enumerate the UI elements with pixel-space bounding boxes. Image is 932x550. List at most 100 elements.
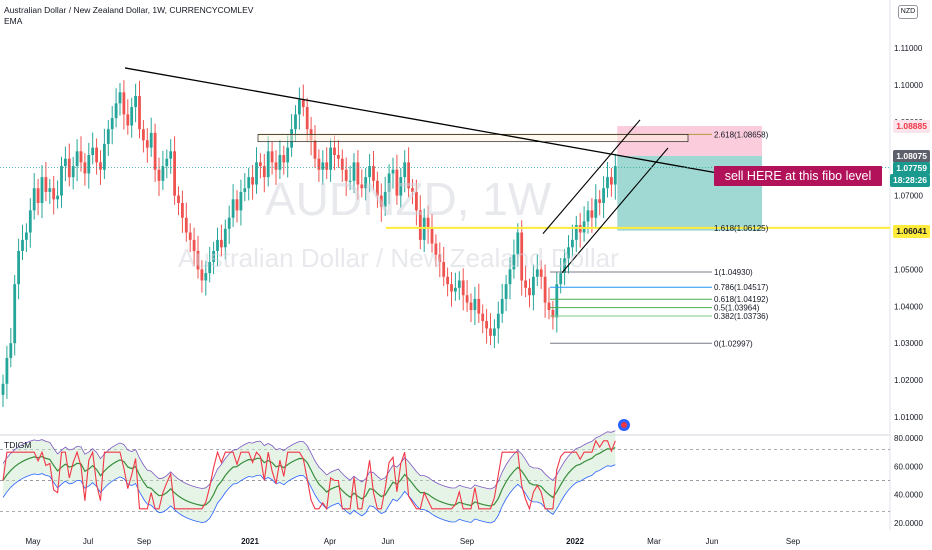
- candle-body: [606, 177, 609, 189]
- time-tick-label: Jun: [382, 537, 395, 546]
- candle-body: [383, 191, 387, 207]
- candle-body: [543, 276, 547, 303]
- drawings-layer: 2.618(1.08658) 1.618(1.06125) 1(1.04930) 0.…: [0, 67, 890, 348]
- fib-level-label: 1(1.04930): [714, 268, 753, 277]
- candle-body: [403, 162, 407, 178]
- candle-body: [153, 132, 157, 170]
- candle-body: [376, 180, 379, 196]
- candle-body: [473, 298, 477, 310]
- candle-body: [149, 132, 153, 148]
- candle-body: [387, 173, 391, 192]
- candle-body: [177, 195, 180, 203]
- indicator-label-ema[interactable]: EMA: [4, 16, 23, 26]
- candle-body: [138, 95, 141, 130]
- osc-signal-line: [2, 447, 616, 507]
- candle-body: [313, 140, 317, 159]
- currency-button[interactable]: NZD: [898, 5, 918, 19]
- candle-body: [551, 309, 555, 318]
- candle-body: [465, 295, 469, 303]
- oscillator-label[interactable]: TDIGM: [4, 440, 32, 450]
- candle-body: [454, 287, 457, 292]
- candle-body: [391, 169, 395, 174]
- candle-body: [200, 269, 204, 281]
- candle-body: [496, 313, 500, 329]
- watermark-name: Australian Dollar / New Zealand Dollar: [178, 243, 619, 273]
- candle-body: [192, 239, 196, 251]
- candle-body: [372, 166, 375, 181]
- candle-body: [477, 298, 481, 314]
- osc-band-fill: [3, 430, 616, 523]
- candle-body: [17, 250, 20, 285]
- candle-body: [528, 287, 531, 296]
- candle-body: [567, 247, 570, 259]
- candle-body: [188, 232, 192, 240]
- candle-body: [504, 284, 508, 299]
- candle-body: [446, 276, 449, 285]
- candle-body: [364, 177, 368, 189]
- candle-body: [434, 243, 438, 255]
- candle-body: [512, 254, 516, 270]
- candle-body: [106, 129, 110, 144]
- candle-body: [535, 269, 539, 277]
- candle-body: [126, 114, 130, 126]
- price-tick-label: 1.10000: [894, 81, 923, 90]
- candle-body: [602, 188, 605, 203]
- time-tick-label: 2021: [241, 537, 259, 546]
- candle-body: [520, 232, 524, 281]
- candle-body: [255, 162, 258, 185]
- candle-body: [247, 177, 251, 189]
- candle-body: [95, 147, 98, 163]
- candle-body: [173, 151, 176, 196]
- channel-upper-line: [542, 119, 641, 234]
- candle-body: [274, 162, 278, 170]
- candle-body: [142, 129, 145, 141]
- sell-note[interactable]: sell HERE at this fibo level: [714, 166, 882, 186]
- price-tick-label: 1.11000: [894, 44, 923, 53]
- osc-tick-label: 60.0000: [894, 462, 923, 471]
- candle-body: [99, 162, 102, 170]
- price-tick-label: 1.04000: [894, 302, 923, 311]
- candle-body: [227, 217, 231, 229]
- candle-body: [559, 273, 563, 285]
- time-tick-label: Jul: [83, 537, 93, 546]
- candle-body: [426, 217, 430, 229]
- candle-body: [594, 199, 598, 218]
- price-tick-label: 1.01000: [894, 413, 923, 422]
- time-tick-label: 2022: [566, 537, 584, 546]
- fib-level-label: 0(1.02997): [714, 339, 753, 348]
- candle-body: [547, 302, 551, 310]
- candle-body: [574, 225, 578, 240]
- candle-body: [134, 95, 137, 108]
- candle-body: [539, 269, 543, 277]
- candle-body: [28, 210, 32, 233]
- oscillator-layer: [0, 419, 890, 524]
- candle-body: [294, 114, 297, 130]
- candle-body: [344, 169, 348, 181]
- candle-body: [516, 232, 520, 255]
- candle-body: [352, 162, 356, 181]
- candle-body: [103, 143, 106, 170]
- candle-body: [114, 103, 118, 119]
- candle-body: [60, 166, 63, 196]
- candle-body: [79, 151, 83, 163]
- symbol-title[interactable]: Australian Dollar / New Zealand Dollar, …: [4, 5, 254, 15]
- fib-level-label: 1.618(1.06125): [714, 224, 769, 233]
- candle-body: [5, 357, 9, 384]
- price-tick-label: 1.05000: [894, 265, 923, 274]
- candle-body: [368, 166, 371, 178]
- candle-body: [493, 328, 496, 336]
- candle-body: [91, 147, 95, 156]
- candle-body: [231, 199, 235, 218]
- candle-body: [450, 284, 453, 292]
- candle-body: [122, 92, 126, 115]
- price-tag-last: 1.07759: [893, 161, 930, 175]
- candle-body: [333, 147, 336, 156]
- candle-body: [262, 166, 266, 178]
- candle-body: [571, 239, 574, 248]
- candle-body: [145, 140, 149, 148]
- price-tag-countdown: 18:28:26: [889, 173, 930, 187]
- time-tick-label: May: [25, 537, 40, 546]
- descending-trendline: [124, 67, 715, 173]
- candle-body: [243, 188, 247, 192]
